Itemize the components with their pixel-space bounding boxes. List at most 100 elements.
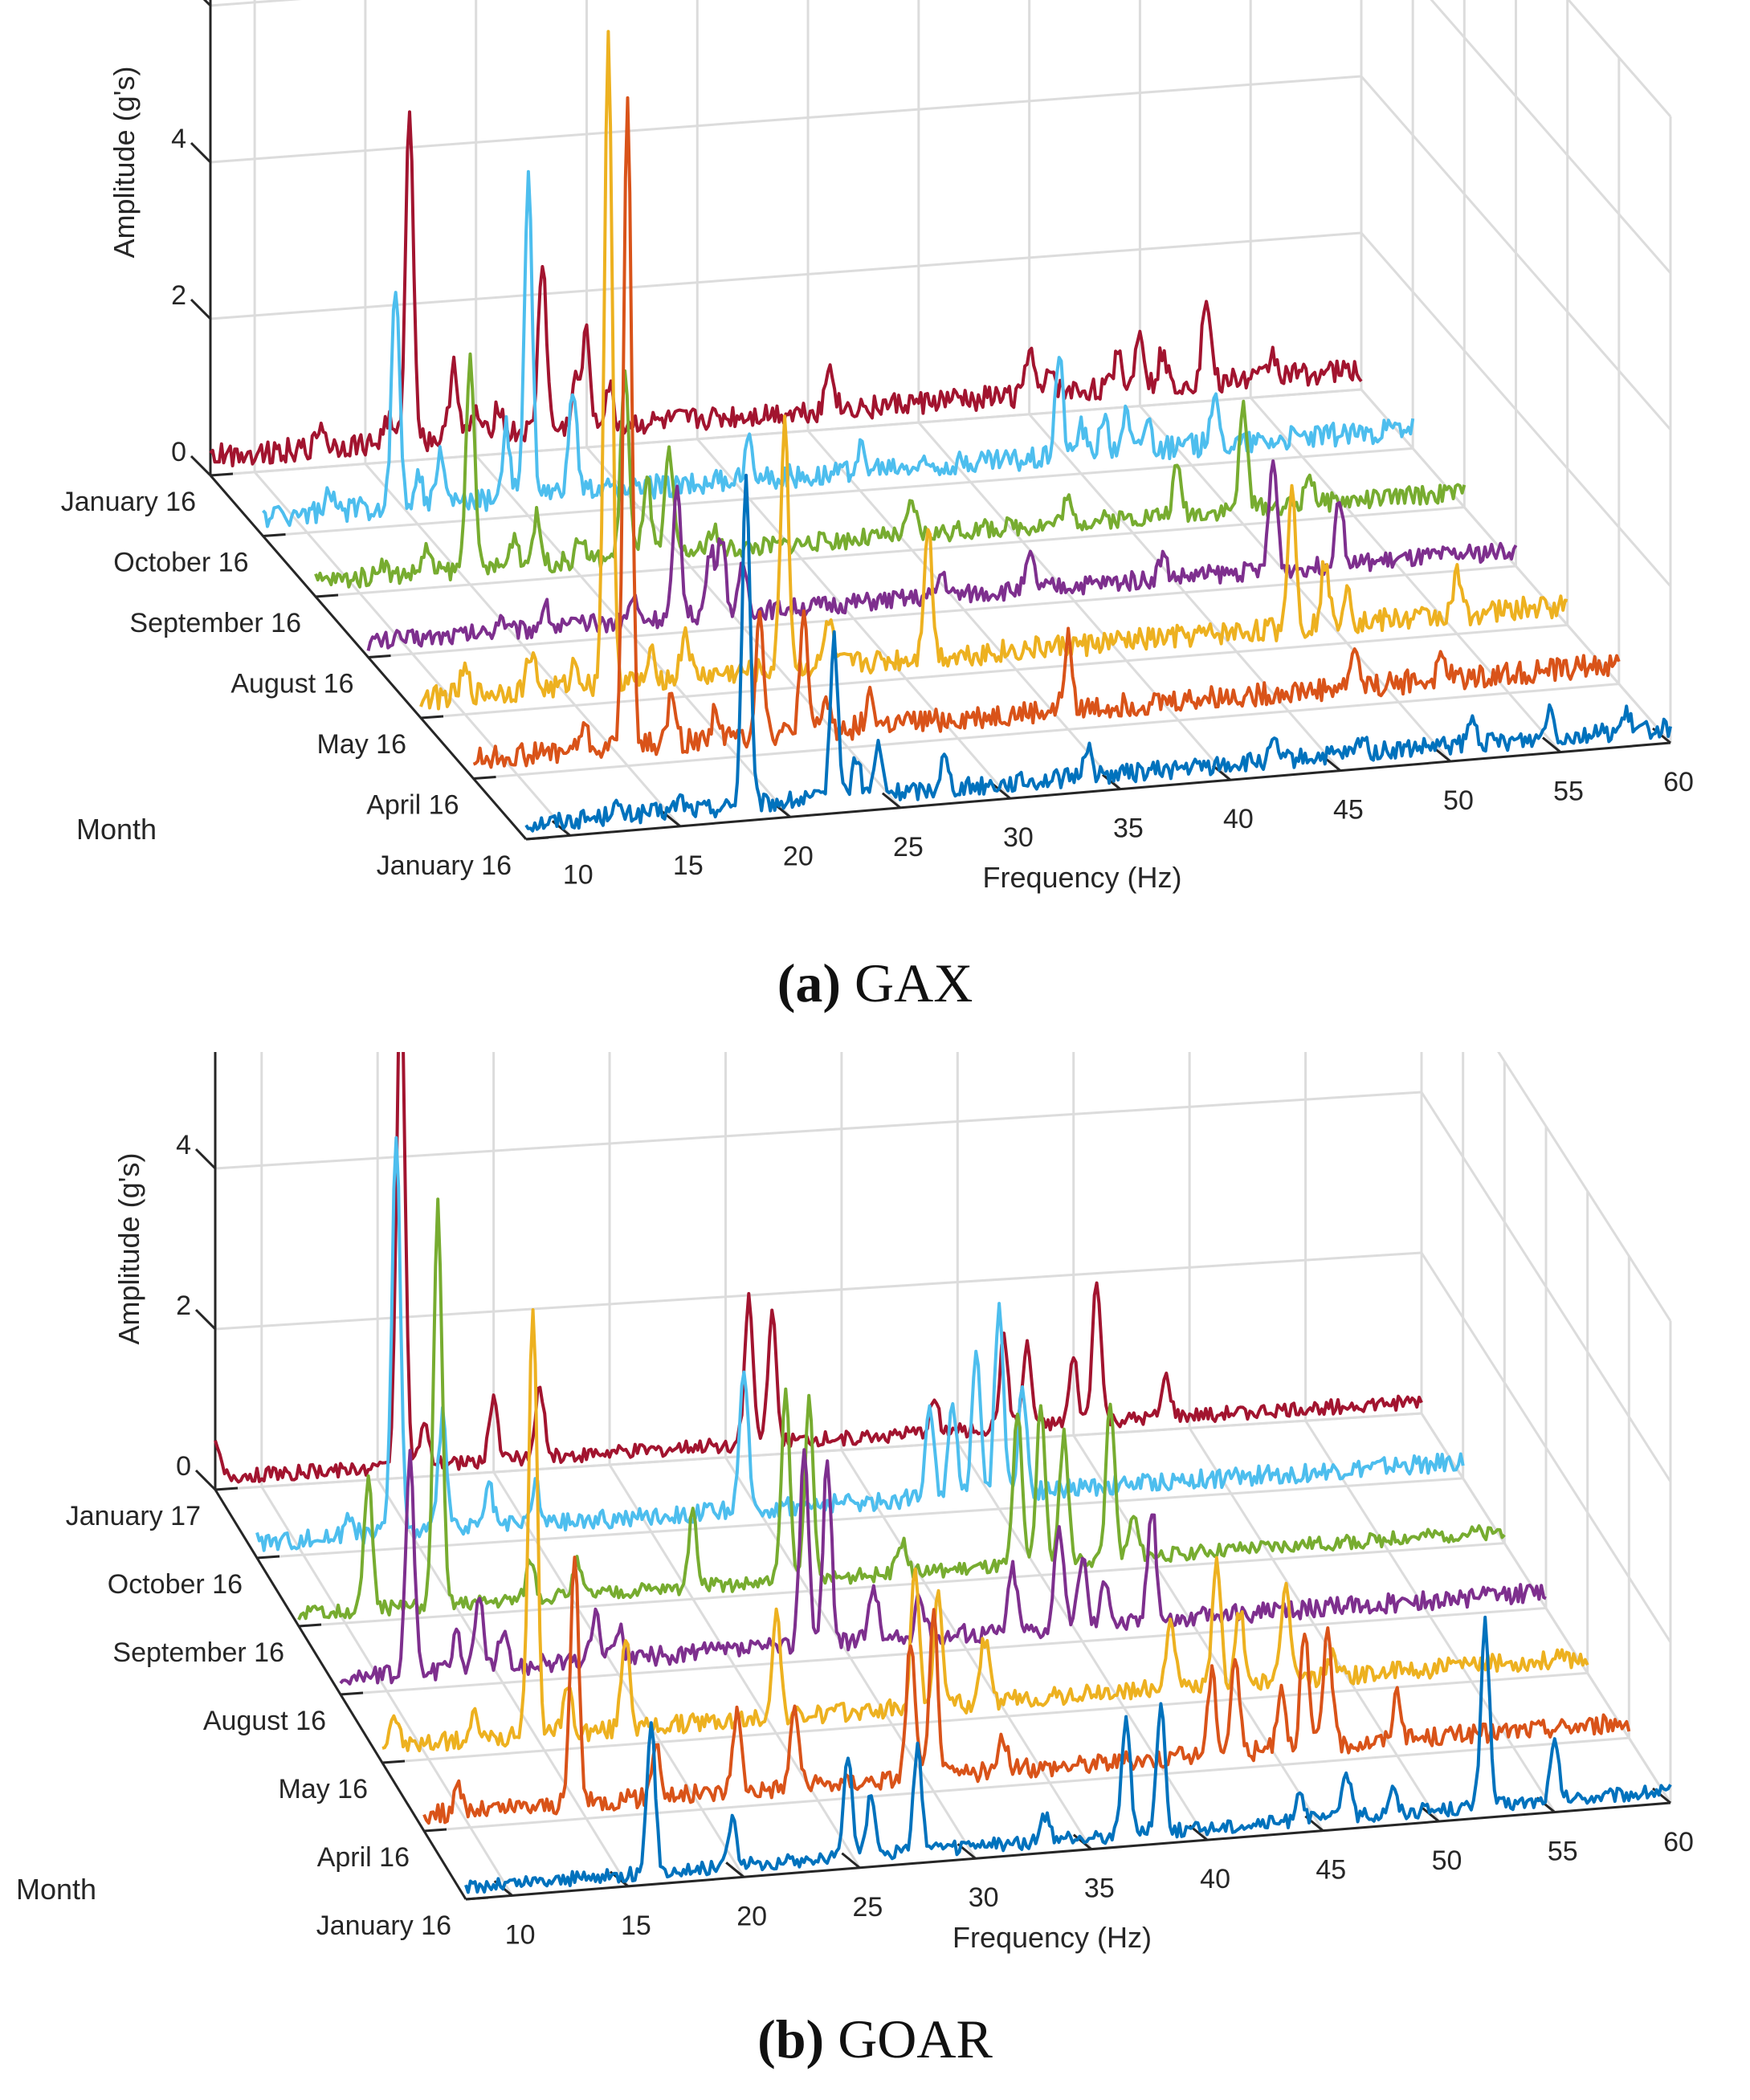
grid-layer: [214, 1052, 1672, 1901]
frequency-tick-label: 30: [969, 1882, 999, 1913]
amplitude-tick-mark: [202, 0, 212, 7]
frequency-tick-label: 55: [1553, 777, 1584, 807]
series-line-1: [524, 473, 1672, 833]
month-tick-mark: [420, 715, 444, 720]
amplitude-tick-label: 4: [171, 124, 186, 154]
amplitude-tick-mark: [194, 1469, 217, 1491]
frequency-tick-mark: [841, 1852, 861, 1869]
frequency-tick-label: 35: [1084, 1874, 1115, 1904]
amplitude-tick-label: 0: [176, 1451, 191, 1482]
month-tick-mark: [214, 1486, 239, 1491]
frequency-tick-label: 60: [1663, 1827, 1694, 1857]
caption-b: (b) GOAR: [0, 2008, 1750, 2071]
month-tick-mark: [525, 836, 549, 841]
frequency-axis-title: Frequency (Hz): [953, 1921, 1152, 1954]
frequency-tick-label: 30: [1003, 822, 1034, 853]
caption-letter-b: (b): [757, 2008, 825, 2069]
frequency-tick-label: 15: [673, 850, 704, 881]
grid-line-floor-month: [256, 1477, 1463, 1560]
month-tick-mark: [263, 533, 286, 537]
month-tick-mark: [210, 472, 234, 477]
month-tick-mark: [465, 1896, 489, 1901]
amplitude-tick-mark: [194, 1148, 217, 1170]
grid-line-back-horizontal: [210, 0, 302, 7]
frequency-tick-label: 25: [893, 832, 924, 862]
series-line-2: [422, 1556, 1631, 1825]
amplitude-tick-mark: [190, 298, 212, 320]
grid-line-back-horizontal: [210, 75, 1362, 164]
series-line-7: [209, 110, 1363, 467]
caption-label-b: GOAR: [838, 2008, 993, 2069]
month-tick-label: April 16: [366, 790, 459, 821]
series-line-7: [214, 1052, 1423, 1484]
grid-line-floor-month: [368, 565, 1516, 659]
month-tick-mark: [423, 1828, 447, 1833]
month-tick-mark: [473, 776, 496, 780]
series-line-6: [262, 169, 1415, 528]
frequency-tick-label: 25: [852, 1892, 883, 1923]
frequency-tick-mark: [1101, 773, 1121, 790]
frequency-tick-label: 60: [1663, 767, 1694, 797]
month-tick-label: May 16: [279, 1774, 369, 1804]
amplitude-tick-mark: [190, 141, 212, 164]
amplitude-tick-label: 0: [171, 437, 186, 467]
amplitude-tick-label: 2: [171, 280, 186, 311]
series-layer: [214, 1052, 1672, 1894]
grid-line-back-horizontal: [210, 231, 1362, 320]
amplitude-tick-mark: [194, 1308, 217, 1331]
grid-line-floor-month: [473, 683, 1619, 780]
frequency-tick-mark: [1542, 736, 1561, 753]
frequency-axis-title: Frequency (Hz): [982, 861, 1181, 894]
frequency-axis-line: [465, 1801, 1671, 1901]
frequency-tick-label: 50: [1443, 785, 1474, 816]
month-tick-label: October 16: [113, 548, 248, 578]
frequency-tick-label: 50: [1432, 1845, 1462, 1876]
grid-layer: [210, 0, 1672, 841]
axes-layer: [194, 1052, 1671, 1901]
series-line-3: [419, 30, 1568, 711]
chart-panel-a: 10 15 20 25 30 35 40 45 50 55 60 January 16 April 16…: [0, 0, 1750, 1044]
series-line-2: [472, 96, 1621, 769]
frequency-tick-label: 20: [783, 841, 814, 871]
frequency-tick-label: 40: [1200, 1864, 1230, 1894]
series-line-1: [464, 1615, 1672, 1894]
caption-label-a: GAX: [854, 952, 973, 1013]
amplitude-axis-title: Amplitude (g's): [108, 67, 141, 259]
month-tick-label: August 16: [203, 1706, 326, 1736]
series-line-5: [297, 1197, 1506, 1621]
grid-line-floor-month: [420, 623, 1568, 720]
grid-line-floor-month: [263, 447, 1413, 537]
month-tick-mark: [256, 1555, 280, 1560]
amplitude-tick-label: 2: [176, 1291, 191, 1321]
month-tick-label: October 16: [108, 1569, 243, 1600]
month-tick-mark: [298, 1623, 322, 1628]
frequency-tick-mark: [991, 783, 1011, 800]
month-tick-label: September 16: [129, 608, 301, 638]
frequency-tick-mark: [725, 1861, 745, 1878]
month-tick-label: April 16: [317, 1842, 410, 1873]
caption-letter-a: (a): [777, 952, 841, 1013]
series-line-5: [314, 352, 1466, 589]
chart-panel-b: 10 15 20 25 30 35 40 45 50 55 60 January 16 April 16…: [0, 1052, 1750, 2100]
amplitude-tick-mark: [190, 455, 212, 477]
month-tick-mark: [315, 593, 339, 598]
month-axis-title: Month: [16, 1873, 96, 1906]
grid-line-back-horizontal: [214, 1091, 1422, 1170]
frequency-tick-mark: [1211, 764, 1231, 781]
grid-line-back-horizontal: [214, 1251, 1422, 1331]
frequency-tick-label: 35: [1113, 813, 1144, 844]
frequency-tick-label: 10: [505, 1919, 536, 1950]
series-line-6: [255, 1136, 1465, 1552]
frequency-tick-label: 45: [1333, 795, 1364, 826]
grid-line-floor-month: [315, 506, 1465, 598]
frequency-tick-label: 20: [736, 1901, 767, 1931]
amplitude-tick-label: 4: [176, 1130, 191, 1160]
frequency-tick-label: 10: [563, 859, 594, 890]
amplitude-axis-title: Amplitude (g's): [112, 1153, 145, 1345]
month-tick-label: May 16: [317, 729, 407, 760]
series-line-3: [381, 1308, 1589, 1753]
caption-a: (a) GAX: [0, 952, 1750, 1015]
